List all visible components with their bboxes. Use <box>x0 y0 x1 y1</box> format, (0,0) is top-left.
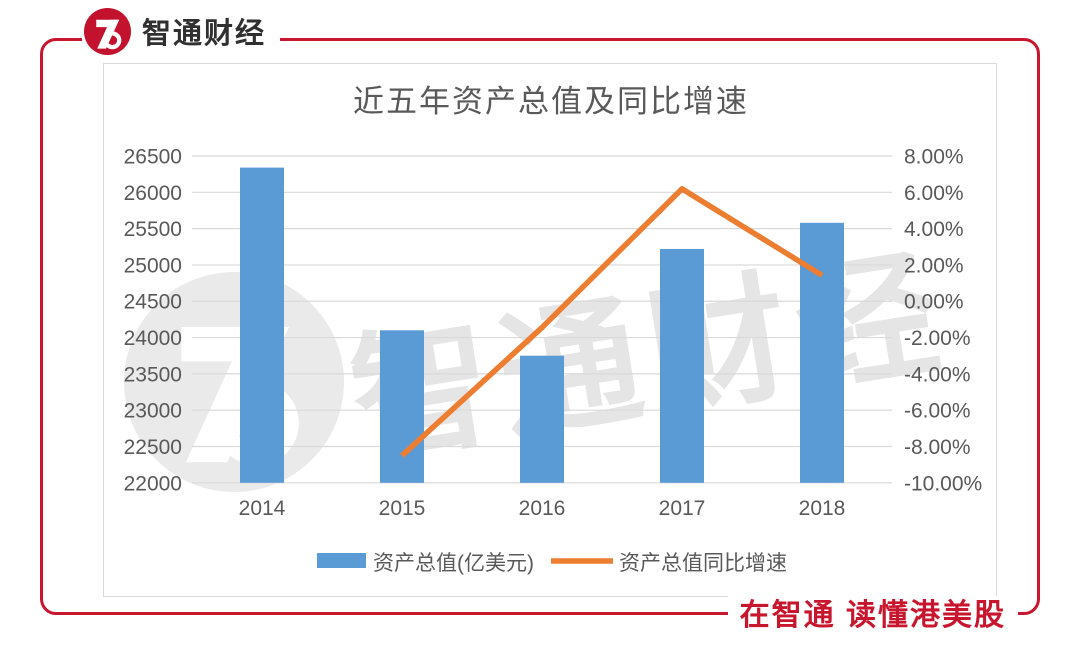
y-axis-label-right: -4.00% <box>904 363 971 386</box>
y-axis-label-left: 26000 <box>124 182 182 205</box>
chart-title: 近五年资产总值及同比增速 <box>353 84 749 119</box>
y-axis-label-right: 0.00% <box>904 291 964 314</box>
y-axis-label-left: 24500 <box>124 291 182 314</box>
legend-swatch-bar <box>317 553 366 568</box>
x-axis-label: 2017 <box>659 497 706 520</box>
y-axis-label-left: 24000 <box>124 327 182 350</box>
y-axis-label-right: 8.00% <box>904 146 964 169</box>
legend-label-bar: 资产总值(亿美元) <box>373 552 534 575</box>
y-axis-label-left: 25500 <box>124 218 182 241</box>
x-axis-label: 2018 <box>799 497 846 520</box>
y-axis-label-left: 25000 <box>124 254 182 277</box>
y-axis-label-right: -2.00% <box>904 327 971 350</box>
watermark-text: 智通财经 <box>341 233 958 482</box>
legend-label-line: 资产总值同比增速 <box>619 552 787 575</box>
y-axis-label-left: 22500 <box>124 436 182 459</box>
x-axis-label: 2016 <box>519 497 566 520</box>
bar-2014 <box>240 167 284 483</box>
zhitong-z6-glyph <box>84 7 131 55</box>
growth-line <box>400 186 824 458</box>
brand-slogan: 在智通 读懂港美股 <box>727 596 1018 638</box>
bar-2018 <box>800 222 844 483</box>
brand-name: 智通财经 <box>142 18 267 50</box>
chart-container: 智通财经 26500 8.00% 26000 6.00% 25500 4.00% 25000 2… <box>103 63 997 597</box>
y-axis-label-left: 22000 <box>124 472 182 495</box>
y-axis-label-right: 2.00% <box>904 254 964 277</box>
y-axis-label-left: 23500 <box>124 363 182 386</box>
y-axis-label-right: -6.00% <box>904 400 971 423</box>
y-axis-label-right: 4.00% <box>904 218 964 241</box>
bar-2017 <box>660 248 704 483</box>
y-axis-label-right: -8.00% <box>904 436 971 459</box>
x-axis-label: 2015 <box>379 497 426 520</box>
zhitong-logo-icon <box>84 7 131 55</box>
bar-2015 <box>380 330 424 483</box>
red-frame-border <box>40 38 1040 615</box>
y-axis-label-left: 23000 <box>124 400 182 423</box>
combo-chart: 智通财经 26500 8.00% 26000 6.00% 25500 4.00% 25000 2… <box>124 84 983 575</box>
brand-header: 智通财经 <box>82 5 281 57</box>
y-axis-label-right: 6.00% <box>904 182 964 205</box>
x-axis-label: 2014 <box>239 497 286 520</box>
y-axis-label-right: -10.00% <box>904 472 982 495</box>
bar-2016 <box>520 355 564 483</box>
y-axis-label-left: 26500 <box>124 146 182 169</box>
